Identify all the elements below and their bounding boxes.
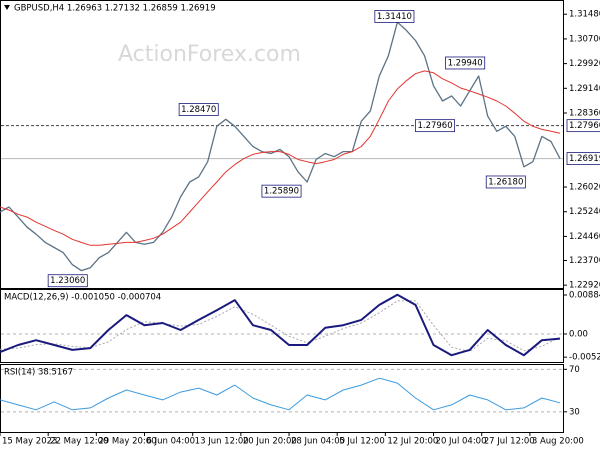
annotation: 1.25890	[264, 187, 299, 197]
annotation-box	[374, 10, 415, 23]
annotation-box	[261, 184, 302, 198]
y-tick-label: 1.25240	[569, 207, 600, 217]
x-tick-label: 20 Jul 04:00	[436, 437, 487, 447]
y-tick-label: 0.008846	[569, 291, 600, 301]
panel-title: RSI(14) 38.5167	[4, 368, 73, 378]
y-tick-label: 1.29920	[569, 59, 600, 69]
price-level-label-box	[566, 119, 600, 133]
y-tick-label: 1.30700	[569, 34, 600, 44]
panel-title: MACD(12,26,9) -0.001050 -0.000704	[4, 293, 161, 303]
panel-frame	[0, 364, 564, 433]
y-tick-label: 1.23700	[569, 256, 600, 266]
panel-title: GBPUSD,H4 1.26963 1.27132 1.26859 1.2691…	[14, 4, 216, 14]
price-level-label-box	[566, 152, 600, 165]
panel-frame	[0, 289, 564, 363]
series-line	[0, 377, 561, 411]
symbol-icon	[4, 5, 10, 10]
x-tick-label: 28 Jun 04:00	[291, 437, 345, 447]
x-tick-label: 22 May 12:00	[50, 437, 108, 447]
series-line	[0, 293, 561, 357]
x-tick-label: 13 Jun 12:00	[195, 437, 249, 447]
y-tick-label: 1.26020	[569, 183, 600, 193]
y-tick-label: 1.29140	[569, 84, 600, 94]
annotation: 1.26180	[488, 177, 523, 187]
annotation: 1.31410	[377, 12, 412, 22]
annotation-box	[445, 56, 486, 70]
y-tick-label: 1.28360	[569, 108, 600, 118]
price-level-label: 1.27960	[569, 121, 600, 131]
series-line	[0, 70, 561, 246]
x-tick-label: 6 Jun 04:00	[147, 437, 196, 447]
annotation-box	[47, 274, 88, 288]
x-tick-label: 27 Jul 12:00	[484, 437, 535, 447]
annotation: 1.29940	[448, 58, 483, 68]
y-tick-label: 70	[569, 365, 580, 375]
x-tick-label: 29 May 20:00	[98, 437, 156, 447]
annotation: 1.27960	[417, 121, 452, 131]
price-level-label: 1.26919	[569, 154, 600, 164]
y-tick-label: 1.24460	[569, 232, 600, 242]
x-tick-label: 20 Jun 20:00	[243, 437, 297, 447]
x-tick-label: 5 Jul 12:00	[339, 437, 385, 447]
x-tick-label: 12 Jul 20:00	[387, 437, 438, 447]
panel-frame	[0, 0, 564, 289]
x-tick-label: 3 Aug 20:00	[532, 437, 584, 447]
x-tick-label: 15 May 2023	[2, 437, 57, 447]
series-line	[0, 300, 561, 353]
y-tick-label: -0.005252	[569, 353, 600, 363]
watermark: ActionForex.com	[118, 42, 301, 67]
series-line	[0, 21, 561, 272]
y-tick-label: 1.22920	[569, 281, 600, 291]
annotation: 1.28470	[181, 105, 216, 115]
annotation-box	[415, 119, 456, 133]
annotation: 1.23060	[50, 276, 85, 286]
y-tick-label: 30	[569, 407, 580, 417]
annotation-box	[178, 103, 219, 116]
y-tick-label: 0.00	[569, 330, 588, 340]
y-tick-label: 1.31480	[569, 10, 600, 20]
annotation-box	[485, 175, 526, 189]
